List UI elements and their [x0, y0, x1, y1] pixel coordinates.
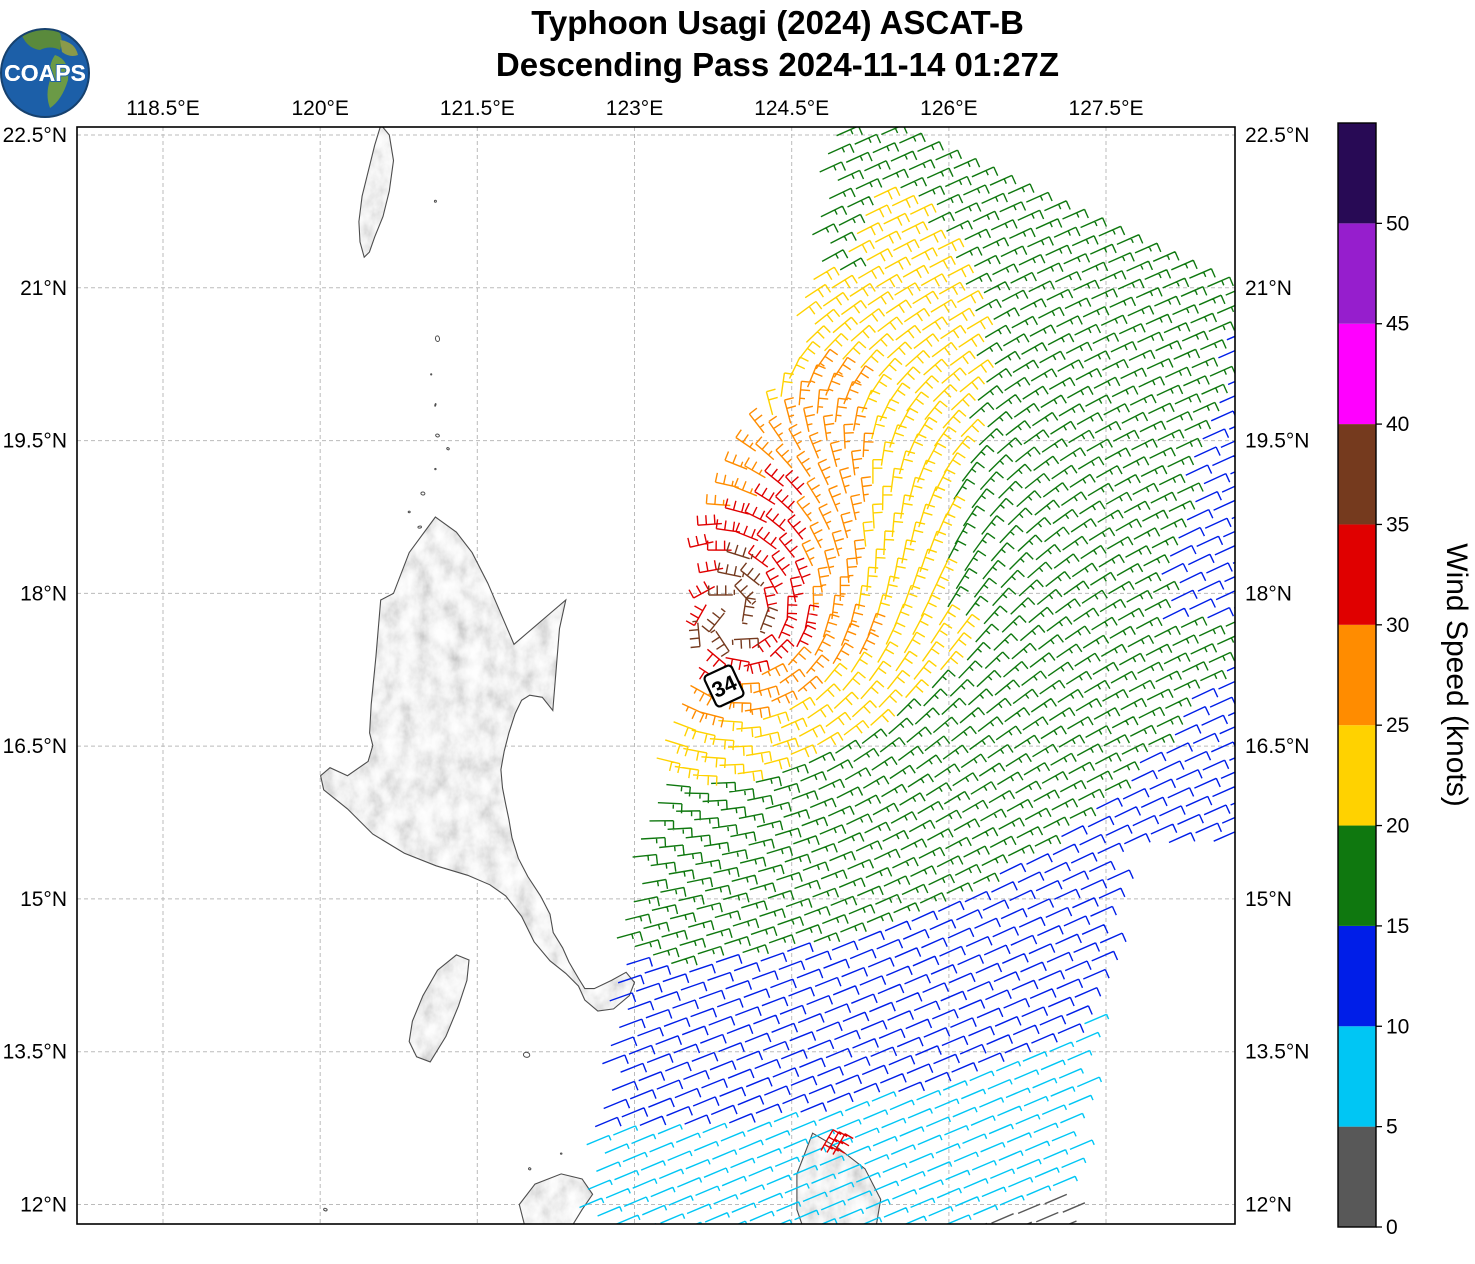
svg-text:22.5°N: 22.5°N	[3, 124, 67, 147]
svg-text:40: 40	[1386, 413, 1409, 436]
svg-text:21°N: 21°N	[20, 277, 67, 300]
svg-text:21°N: 21°N	[1245, 277, 1292, 300]
svg-text:15°N: 15°N	[20, 888, 67, 911]
svg-text:127.5°E: 127.5°E	[1069, 97, 1144, 120]
svg-text:30: 30	[1386, 614, 1409, 637]
svg-text:12°N: 12°N	[20, 1194, 67, 1217]
svg-text:13.5°N: 13.5°N	[1245, 1041, 1309, 1064]
svg-text:20: 20	[1386, 815, 1409, 838]
svg-text:16.5°N: 16.5°N	[1245, 735, 1309, 758]
svg-text:18°N: 18°N	[20, 582, 67, 605]
svg-text:126°E: 126°E	[920, 97, 977, 120]
svg-text:120°E: 120°E	[291, 97, 348, 120]
svg-text:22.5°N: 22.5°N	[1245, 124, 1309, 147]
svg-text:0: 0	[1386, 1216, 1398, 1239]
svg-text:118.5°E: 118.5°E	[126, 97, 199, 120]
svg-text:Descending Pass 2024-11-14 01:: Descending Pass 2024-11-14 01:27Z	[496, 46, 1059, 83]
svg-text:10: 10	[1386, 1015, 1409, 1038]
svg-text:Wind Speed (knots): Wind Speed (knots)	[1440, 543, 1473, 806]
svg-text:15: 15	[1386, 915, 1409, 938]
svg-text:123°E: 123°E	[606, 97, 663, 120]
svg-text:121.5°E: 121.5°E	[440, 97, 515, 120]
svg-text:COAPS: COAPS	[4, 60, 86, 86]
svg-text:19.5°N: 19.5°N	[1245, 430, 1309, 453]
svg-text:12°N: 12°N	[1245, 1194, 1292, 1217]
svg-text:124.5°E: 124.5°E	[754, 97, 829, 120]
svg-text:Typhoon Usagi (2024) ASCAT-B: Typhoon Usagi (2024) ASCAT-B	[531, 4, 1024, 41]
svg-text:35: 35	[1386, 513, 1409, 536]
svg-text:50: 50	[1386, 212, 1409, 235]
svg-text:15°N: 15°N	[1245, 888, 1292, 911]
svg-text:19.5°N: 19.5°N	[3, 430, 67, 453]
svg-text:16.5°N: 16.5°N	[3, 735, 67, 758]
svg-text:45: 45	[1386, 313, 1409, 336]
svg-text:5: 5	[1386, 1116, 1398, 1139]
svg-text:18°N: 18°N	[1245, 582, 1292, 605]
svg-text:25: 25	[1386, 714, 1409, 737]
svg-text:13.5°N: 13.5°N	[3, 1041, 67, 1064]
